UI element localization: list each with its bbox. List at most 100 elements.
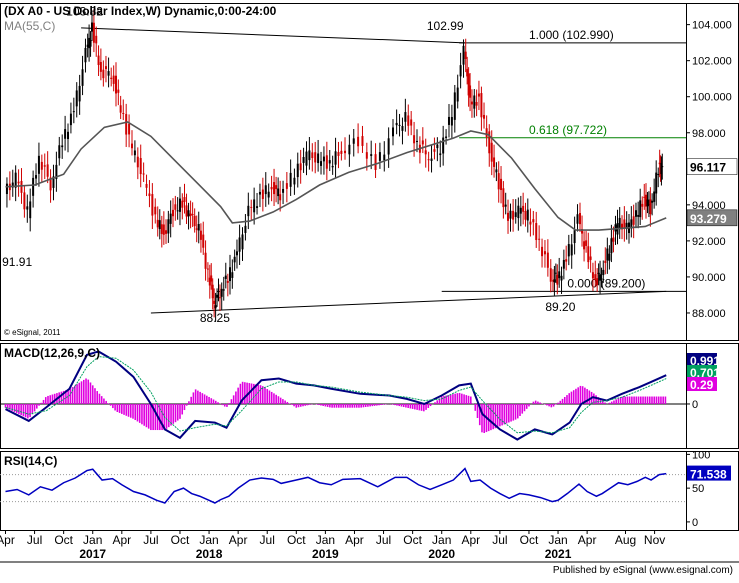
candle-body <box>524 211 527 220</box>
macd-badge-bg-1 <box>687 365 717 379</box>
candle-body <box>497 173 500 190</box>
candle-body <box>348 144 351 155</box>
rsi-y-tick-label: 0 <box>692 517 698 529</box>
candle-body <box>231 272 234 278</box>
candle-body <box>570 244 573 256</box>
candle-body <box>270 186 273 190</box>
candle-body <box>331 165 334 168</box>
candle-body <box>328 160 331 164</box>
x-tick-label-Jul: Jul <box>376 533 391 547</box>
candle-body <box>485 128 488 137</box>
candle-body <box>216 294 219 298</box>
x-tick-label-Apr: Apr <box>345 533 364 547</box>
price-annotation-91.91: 91.91 <box>2 255 32 269</box>
macd-y-tick-label: 0 <box>692 399 698 411</box>
candle-body <box>583 241 586 250</box>
rsi-line <box>5 467 667 504</box>
candle-body <box>61 145 64 148</box>
candle-body <box>112 75 115 84</box>
candle-body <box>653 191 656 202</box>
candle-body <box>630 219 633 229</box>
candle-body <box>233 256 236 263</box>
candle-body <box>646 199 649 207</box>
candle-body <box>337 152 340 156</box>
candle-body <box>365 152 368 159</box>
candle-body <box>247 205 250 217</box>
fib-label-0.000: 0.000 (89.200) <box>567 276 645 290</box>
candle-body <box>459 65 462 77</box>
candle-body <box>52 176 55 188</box>
x-tick-label-Oct: Oct <box>520 533 539 547</box>
candle-body <box>181 200 184 208</box>
candle-body <box>325 155 328 169</box>
candle-body <box>614 224 617 232</box>
x-tick-label-Apr: Apr <box>578 533 597 547</box>
candle-body <box>576 214 579 224</box>
candle-body <box>546 252 549 268</box>
candle-body <box>202 234 205 248</box>
candle-body <box>334 151 337 165</box>
candle-body <box>299 163 302 171</box>
candle-body <box>493 157 496 167</box>
candle-body <box>250 206 253 208</box>
candle-body <box>621 223 624 230</box>
candle-body <box>115 75 117 94</box>
price-chart-title: (DX A0 - US Dollar Index,W) Dynamic,0:00… <box>4 4 277 18</box>
x-tick-label-Oct: Oct <box>287 533 306 547</box>
candle-body <box>211 284 214 299</box>
macd-macd-line <box>5 350 667 441</box>
candle-body <box>585 240 588 246</box>
candle-body <box>430 158 433 161</box>
macd-badge-bg-0 <box>687 353 717 367</box>
candle-body <box>92 22 95 43</box>
candle-body <box>473 95 476 109</box>
x-tick-label-Oct: Oct <box>403 533 422 547</box>
candle-body <box>46 164 49 177</box>
rsi-y-tick-label: 100 <box>692 449 710 461</box>
candle-body <box>195 228 198 230</box>
candle-body <box>89 40 92 47</box>
candle-body <box>526 209 529 221</box>
x-tick-label-Oct: Oct <box>171 533 190 547</box>
candle-body <box>130 143 133 149</box>
candle-body <box>462 45 465 65</box>
candle-body <box>483 114 486 119</box>
candle-body <box>218 297 221 299</box>
candle-body <box>410 119 413 126</box>
candle-body <box>37 155 40 174</box>
candle-body <box>357 136 360 147</box>
price-badge-bg-1 <box>686 209 738 227</box>
candle-body <box>282 188 285 193</box>
price-y-tick-label: 102.000 <box>692 56 732 68</box>
candle-body <box>383 154 386 161</box>
candle-body <box>618 217 621 230</box>
fib-label-1.000: 1.000 (102.990) <box>529 28 614 42</box>
candle-body <box>293 177 296 185</box>
candle-body <box>637 214 640 217</box>
x-tick-label-Jul: Jul <box>260 533 275 547</box>
candle-body <box>612 237 615 242</box>
candle-body <box>160 224 163 234</box>
candle-body <box>445 136 448 138</box>
price-y-tick-label: 100.000 <box>692 92 732 104</box>
candle-body <box>562 259 565 269</box>
candle-body <box>421 140 424 145</box>
candle-body <box>387 138 390 155</box>
candle-body <box>289 172 292 187</box>
candle-body <box>189 213 192 216</box>
candle-body <box>305 151 308 166</box>
price-y-tick-label: 94.000 <box>692 200 726 212</box>
candle-body <box>136 156 139 168</box>
candle-body <box>450 117 453 126</box>
candle-body <box>581 229 584 234</box>
candle-body <box>244 225 247 233</box>
candle-body <box>78 85 81 102</box>
candle-body <box>647 204 650 206</box>
candle-body <box>529 221 532 225</box>
rsi-title: RSI(14,C) <box>4 454 57 468</box>
candle-body <box>26 206 29 210</box>
candle-body <box>162 224 165 235</box>
candle-body <box>75 90 78 107</box>
x-tick-label-Apr: Apr <box>0 533 15 547</box>
